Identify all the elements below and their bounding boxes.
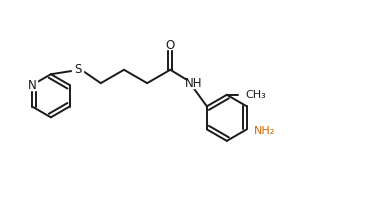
Bar xyxy=(188,78,200,88)
Text: O: O xyxy=(166,39,175,52)
Text: NH: NH xyxy=(185,77,202,90)
Bar xyxy=(72,65,83,75)
Bar xyxy=(27,80,37,90)
Text: S: S xyxy=(74,63,81,76)
Bar xyxy=(166,41,175,49)
Bar xyxy=(251,126,267,136)
Text: NH₂: NH₂ xyxy=(254,126,275,136)
Text: CH₃: CH₃ xyxy=(245,90,266,100)
Text: N: N xyxy=(28,79,37,92)
